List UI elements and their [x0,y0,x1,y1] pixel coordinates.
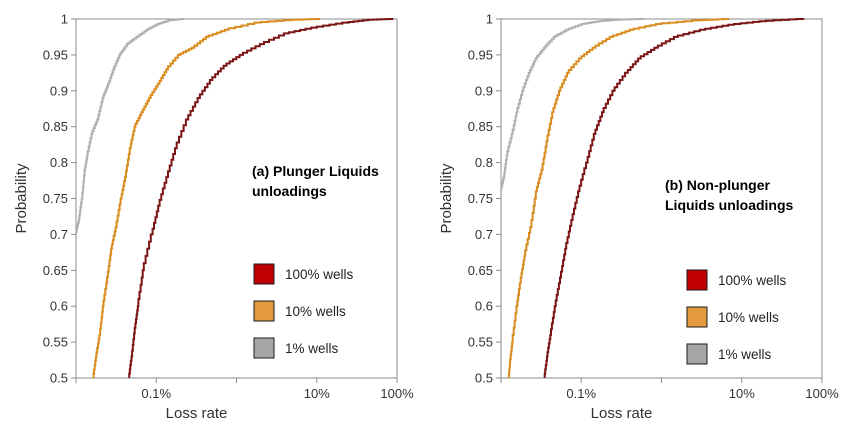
y-tick-label: 0.95 [43,47,68,62]
legend-swatch [686,343,708,365]
x-axis-title: Loss rate [166,405,228,422]
x-axis-title: Loss rate [591,405,653,422]
y-tick-label: 0.9 [475,83,493,98]
x-tick-label: 10% [729,386,755,401]
y-axis-title: Probability [438,163,455,234]
legend-swatch [253,300,275,322]
series-line-100-wells [128,18,394,378]
y-tick-label: 0.5 [475,371,493,386]
y-tick-label: 0.6 [50,299,68,314]
y-tick-label: 0.8 [50,155,68,170]
legend-swatch [686,269,708,291]
legend-swatch [686,306,708,328]
series-line-10-wells [507,18,730,378]
y-tick-label: 0.7 [50,227,68,242]
x-tick-label: 100% [380,386,414,401]
y-tick-label: 0.85 [43,119,68,134]
series-line-1-wells [76,18,184,235]
y-tick-label: 0.75 [468,191,493,206]
y-tick-label: 0.9 [50,83,68,98]
y-tick-label: 0.5 [50,371,68,386]
series-line-100-wells [543,18,805,378]
y-tick-label: 0.55 [43,335,68,350]
y-tick-label: 1 [61,12,68,27]
panel-annotation: unloadings [252,183,327,199]
series-line-10-wells [92,18,321,378]
chart-panel-a: 0.5 0.55 0.6 0.65 0.7 0.75 0.8 0.85 0.9 0.95 1 0.1%… [13,12,414,423]
y-tick-label: 0.85 [468,119,493,134]
chart-panel-b: 0.5 0.55 0.6 0.65 0.7 0.75 0.8 0.85 0.9 0.95 1 0.1%… [438,12,839,423]
y-tick-label: 0.75 [43,191,68,206]
x-tick-label: 100% [805,386,839,401]
y-tick-label: 0.6 [475,299,493,314]
x-tick-label: 10% [304,386,330,401]
y-axis-title: Probability [13,163,30,234]
panel-annotation: Liquids unloadings [665,197,794,213]
plot-frame [75,18,398,379]
legend-label: 100% wells [285,267,354,282]
y-tick-label: 0.8 [475,155,493,170]
y-tick-label: 0.7 [475,227,493,242]
y-tick-label: 1 [486,12,493,27]
y-tick-label: 0.65 [43,263,68,278]
legend-label: 1% wells [718,347,772,362]
legend-swatch [253,337,275,359]
legend-label: 10% wells [718,310,779,325]
y-tick-label: 0.55 [468,335,493,350]
panel-annotation: (b) Non-plunger [665,177,771,193]
legend-swatch [253,263,275,285]
x-tick-label: 0.1% [566,386,596,401]
panel-annotation: (a) Plunger Liquids [252,163,379,179]
y-tick-label: 0.95 [468,47,493,62]
series-line-1-wells [501,18,644,192]
legend-label: 10% wells [285,304,346,319]
legend-label: 1% wells [285,341,339,356]
y-tick-label: 0.65 [468,263,493,278]
legend-label: 100% wells [718,273,787,288]
x-tick-label: 0.1% [141,386,171,401]
